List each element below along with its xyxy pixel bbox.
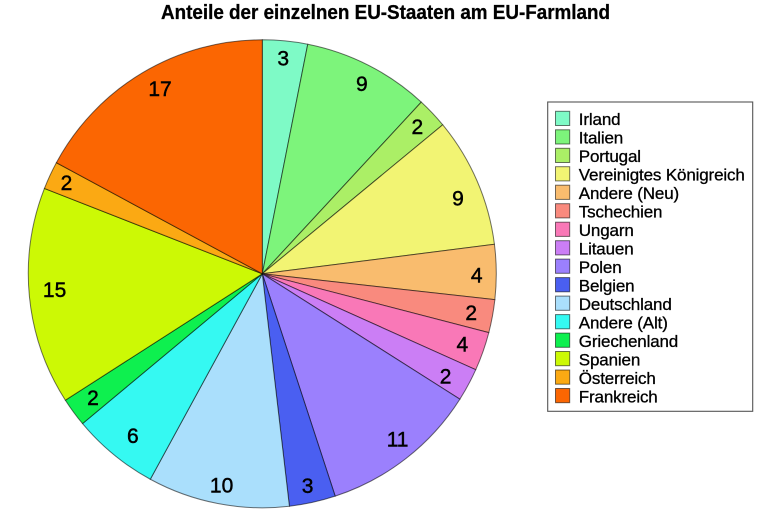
- svg-text:Litauen: Litauen: [579, 240, 634, 259]
- svg-text:Polen: Polen: [579, 258, 622, 277]
- svg-text:3: 3: [302, 475, 314, 498]
- svg-text:Vereinigtes Königreich: Vereinigtes Königreich: [579, 166, 745, 185]
- svg-text:Irland: Irland: [579, 110, 621, 129]
- svg-text:Spanien: Spanien: [579, 350, 640, 369]
- svg-text:Anteile der einzelnen EU-Staat: Anteile der einzelnen EU-Staaten am EU-F…: [161, 2, 610, 24]
- svg-text:3: 3: [277, 48, 289, 71]
- svg-text:Österreich: Österreich: [579, 369, 656, 388]
- svg-text:2: 2: [465, 302, 477, 325]
- svg-text:9: 9: [356, 73, 368, 96]
- svg-text:Griechenland: Griechenland: [579, 332, 678, 351]
- svg-text:17: 17: [148, 78, 171, 101]
- svg-text:2: 2: [440, 366, 452, 389]
- svg-text:4: 4: [456, 334, 468, 357]
- svg-text:Andere (Alt): Andere (Alt): [579, 314, 668, 333]
- svg-text:Belgien: Belgien: [579, 277, 635, 296]
- svg-text:2: 2: [87, 387, 99, 410]
- svg-text:Andere (Neu): Andere (Neu): [579, 184, 679, 203]
- svg-text:Italien: Italien: [579, 129, 623, 148]
- svg-text:Deutschland: Deutschland: [579, 295, 672, 314]
- svg-text:Tschechien: Tschechien: [579, 203, 663, 222]
- svg-text:Portugal: Portugal: [579, 147, 641, 166]
- svg-text:9: 9: [452, 187, 464, 210]
- svg-text:Frankreich: Frankreich: [579, 387, 658, 406]
- svg-text:10: 10: [210, 475, 233, 498]
- svg-text:15: 15: [43, 279, 66, 302]
- svg-text:2: 2: [411, 116, 423, 139]
- svg-text:2: 2: [61, 172, 73, 195]
- svg-text:Ungarn: Ungarn: [579, 221, 634, 240]
- svg-text:4: 4: [471, 264, 483, 287]
- svg-text:11: 11: [387, 428, 409, 451]
- svg-text:6: 6: [127, 425, 139, 448]
